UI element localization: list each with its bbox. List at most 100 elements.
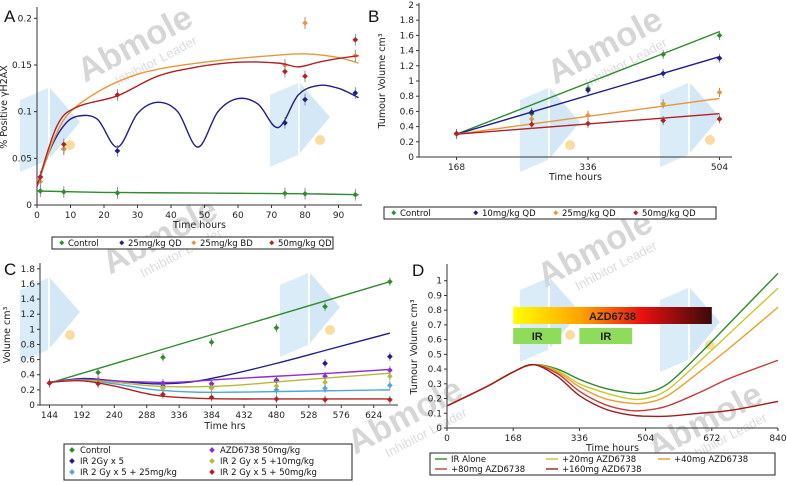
series-line — [36, 84, 359, 187]
data-point — [114, 92, 121, 98]
x-tick-label: 480 — [268, 411, 285, 421]
legend-label: IR 2Gy x 5 — [80, 457, 124, 467]
chart-panel-d: D 0 0.1 0.2 0.3 0.4 0.5 0.6 0.7 0.8 0.9 1 0 168 336 504… — [409, 261, 787, 476]
y-tick-label: 0.2 — [21, 386, 35, 396]
x-axis-label: Time hours — [548, 172, 602, 183]
legend-marker — [391, 210, 397, 216]
data-point — [114, 190, 121, 196]
y-axis-label: Tumour Volume cm³ — [409, 299, 420, 395]
treatment-bar — [513, 307, 712, 324]
y-tick-label: 0.5 — [428, 350, 442, 360]
series-5 — [46, 378, 393, 404]
legend-label: +40mg AZD6738 — [674, 455, 748, 465]
series-1 — [453, 53, 723, 139]
legend-label: 25mg/kg BD — [200, 239, 253, 249]
x-axis-label: Time hours — [585, 443, 639, 454]
series-line — [456, 56, 720, 135]
x-tick-label: 624 — [365, 411, 382, 421]
series-line — [36, 54, 359, 187]
legend-label: +20mg AZD6738 — [562, 455, 636, 465]
y-tick-label: 0.15 — [12, 61, 32, 71]
x-tick-label: 336 — [579, 163, 596, 173]
data-point — [660, 70, 666, 77]
data-point — [322, 396, 328, 403]
y-tick-label: 0.9 — [428, 291, 443, 301]
treatment-bar — [513, 328, 562, 344]
data-point — [208, 339, 215, 346]
watermark-shape — [550, 88, 580, 158]
panel-label: D — [412, 261, 424, 280]
y-axis-label: % Positive γH2AX — [0, 65, 10, 149]
y-tick-label: 1.4 — [400, 47, 415, 57]
data-point — [208, 394, 215, 401]
panel-label: B — [368, 7, 379, 26]
data-point — [282, 68, 288, 75]
data-point — [352, 90, 359, 96]
y-tick-label: 1.8 — [400, 16, 415, 26]
legend-marker — [69, 447, 75, 453]
y-tick-label: 0 — [26, 201, 32, 211]
treatment-bar — [579, 328, 633, 344]
series-4 — [46, 372, 393, 393]
y-tick-label: 0.2 — [18, 14, 32, 24]
panel-label: C — [4, 260, 16, 279]
legend-label: Control — [400, 209, 431, 219]
legend-marker — [209, 447, 215, 453]
x-tick-label: 384 — [203, 411, 220, 421]
watermark-shape — [50, 88, 80, 158]
data-point — [302, 20, 308, 26]
data-point — [302, 73, 308, 80]
y-tick-label: 1 — [436, 277, 442, 287]
data-point — [302, 190, 308, 197]
y-tick-label: 0.1 — [428, 409, 442, 419]
data-point — [716, 89, 723, 96]
y-tick-label: 0.6 — [21, 356, 36, 366]
x-tick-label: 840 — [769, 434, 786, 444]
x-axis-label: Time hrs — [203, 421, 245, 432]
y-tick-label: 1 — [408, 77, 414, 87]
data-point — [322, 303, 328, 310]
chart-panel-c: C 0 0.2 0.4 0.6 0.8 1 1.2 1.4 1.6 1.8 144 192 240 288 3… — [2, 260, 398, 481]
y-tick-label: 1.8 — [21, 265, 36, 275]
legend-marker — [119, 240, 125, 246]
x-tick-label: 0 — [34, 211, 40, 221]
data-point — [660, 117, 666, 124]
legend-label: 25mg/kg QD — [562, 209, 616, 219]
watermark-shape — [270, 83, 298, 167]
data-point — [387, 367, 393, 374]
y-tick-label: 0.7 — [428, 321, 442, 331]
legend-label: 25mg/kg QD — [128, 239, 182, 249]
watermark-shape — [280, 273, 308, 357]
data-point — [453, 130, 460, 137]
treatment-bar-label: IR — [532, 331, 543, 343]
data-point — [160, 391, 166, 398]
legend: Control 25mg/kg QD 25mg/kg BD 50mg/kg QD — [51, 236, 334, 250]
series-line — [456, 30, 720, 135]
legend-label: IR 2 Gy x 5 + 25mg/kg — [80, 468, 177, 478]
data-point — [660, 100, 666, 107]
data-point — [387, 396, 393, 403]
y-tick-label: 0.3 — [428, 380, 442, 390]
data-point — [282, 120, 288, 126]
data-point — [387, 278, 393, 285]
data-point — [160, 354, 166, 361]
x-tick-label: 432 — [235, 411, 252, 421]
watermark-dot — [705, 135, 715, 145]
legend-marker — [473, 210, 479, 216]
x-tick-label: 528 — [300, 411, 317, 421]
data-point — [528, 116, 535, 122]
data-point — [352, 36, 359, 43]
data-point — [322, 385, 328, 392]
legend-box — [63, 443, 353, 481]
x-tick-label: 672 — [703, 434, 720, 444]
x-tick-label: 90 — [333, 211, 345, 221]
treatment-bar-label: AZD6738 — [589, 311, 636, 323]
data-point — [273, 324, 280, 331]
y-tick-label: 2 — [408, 1, 414, 11]
x-tick-label: 40 — [165, 211, 177, 221]
x-tick-label: 168 — [505, 434, 522, 444]
series-line — [49, 379, 390, 400]
data-point — [46, 380, 53, 386]
data-point — [95, 380, 101, 387]
